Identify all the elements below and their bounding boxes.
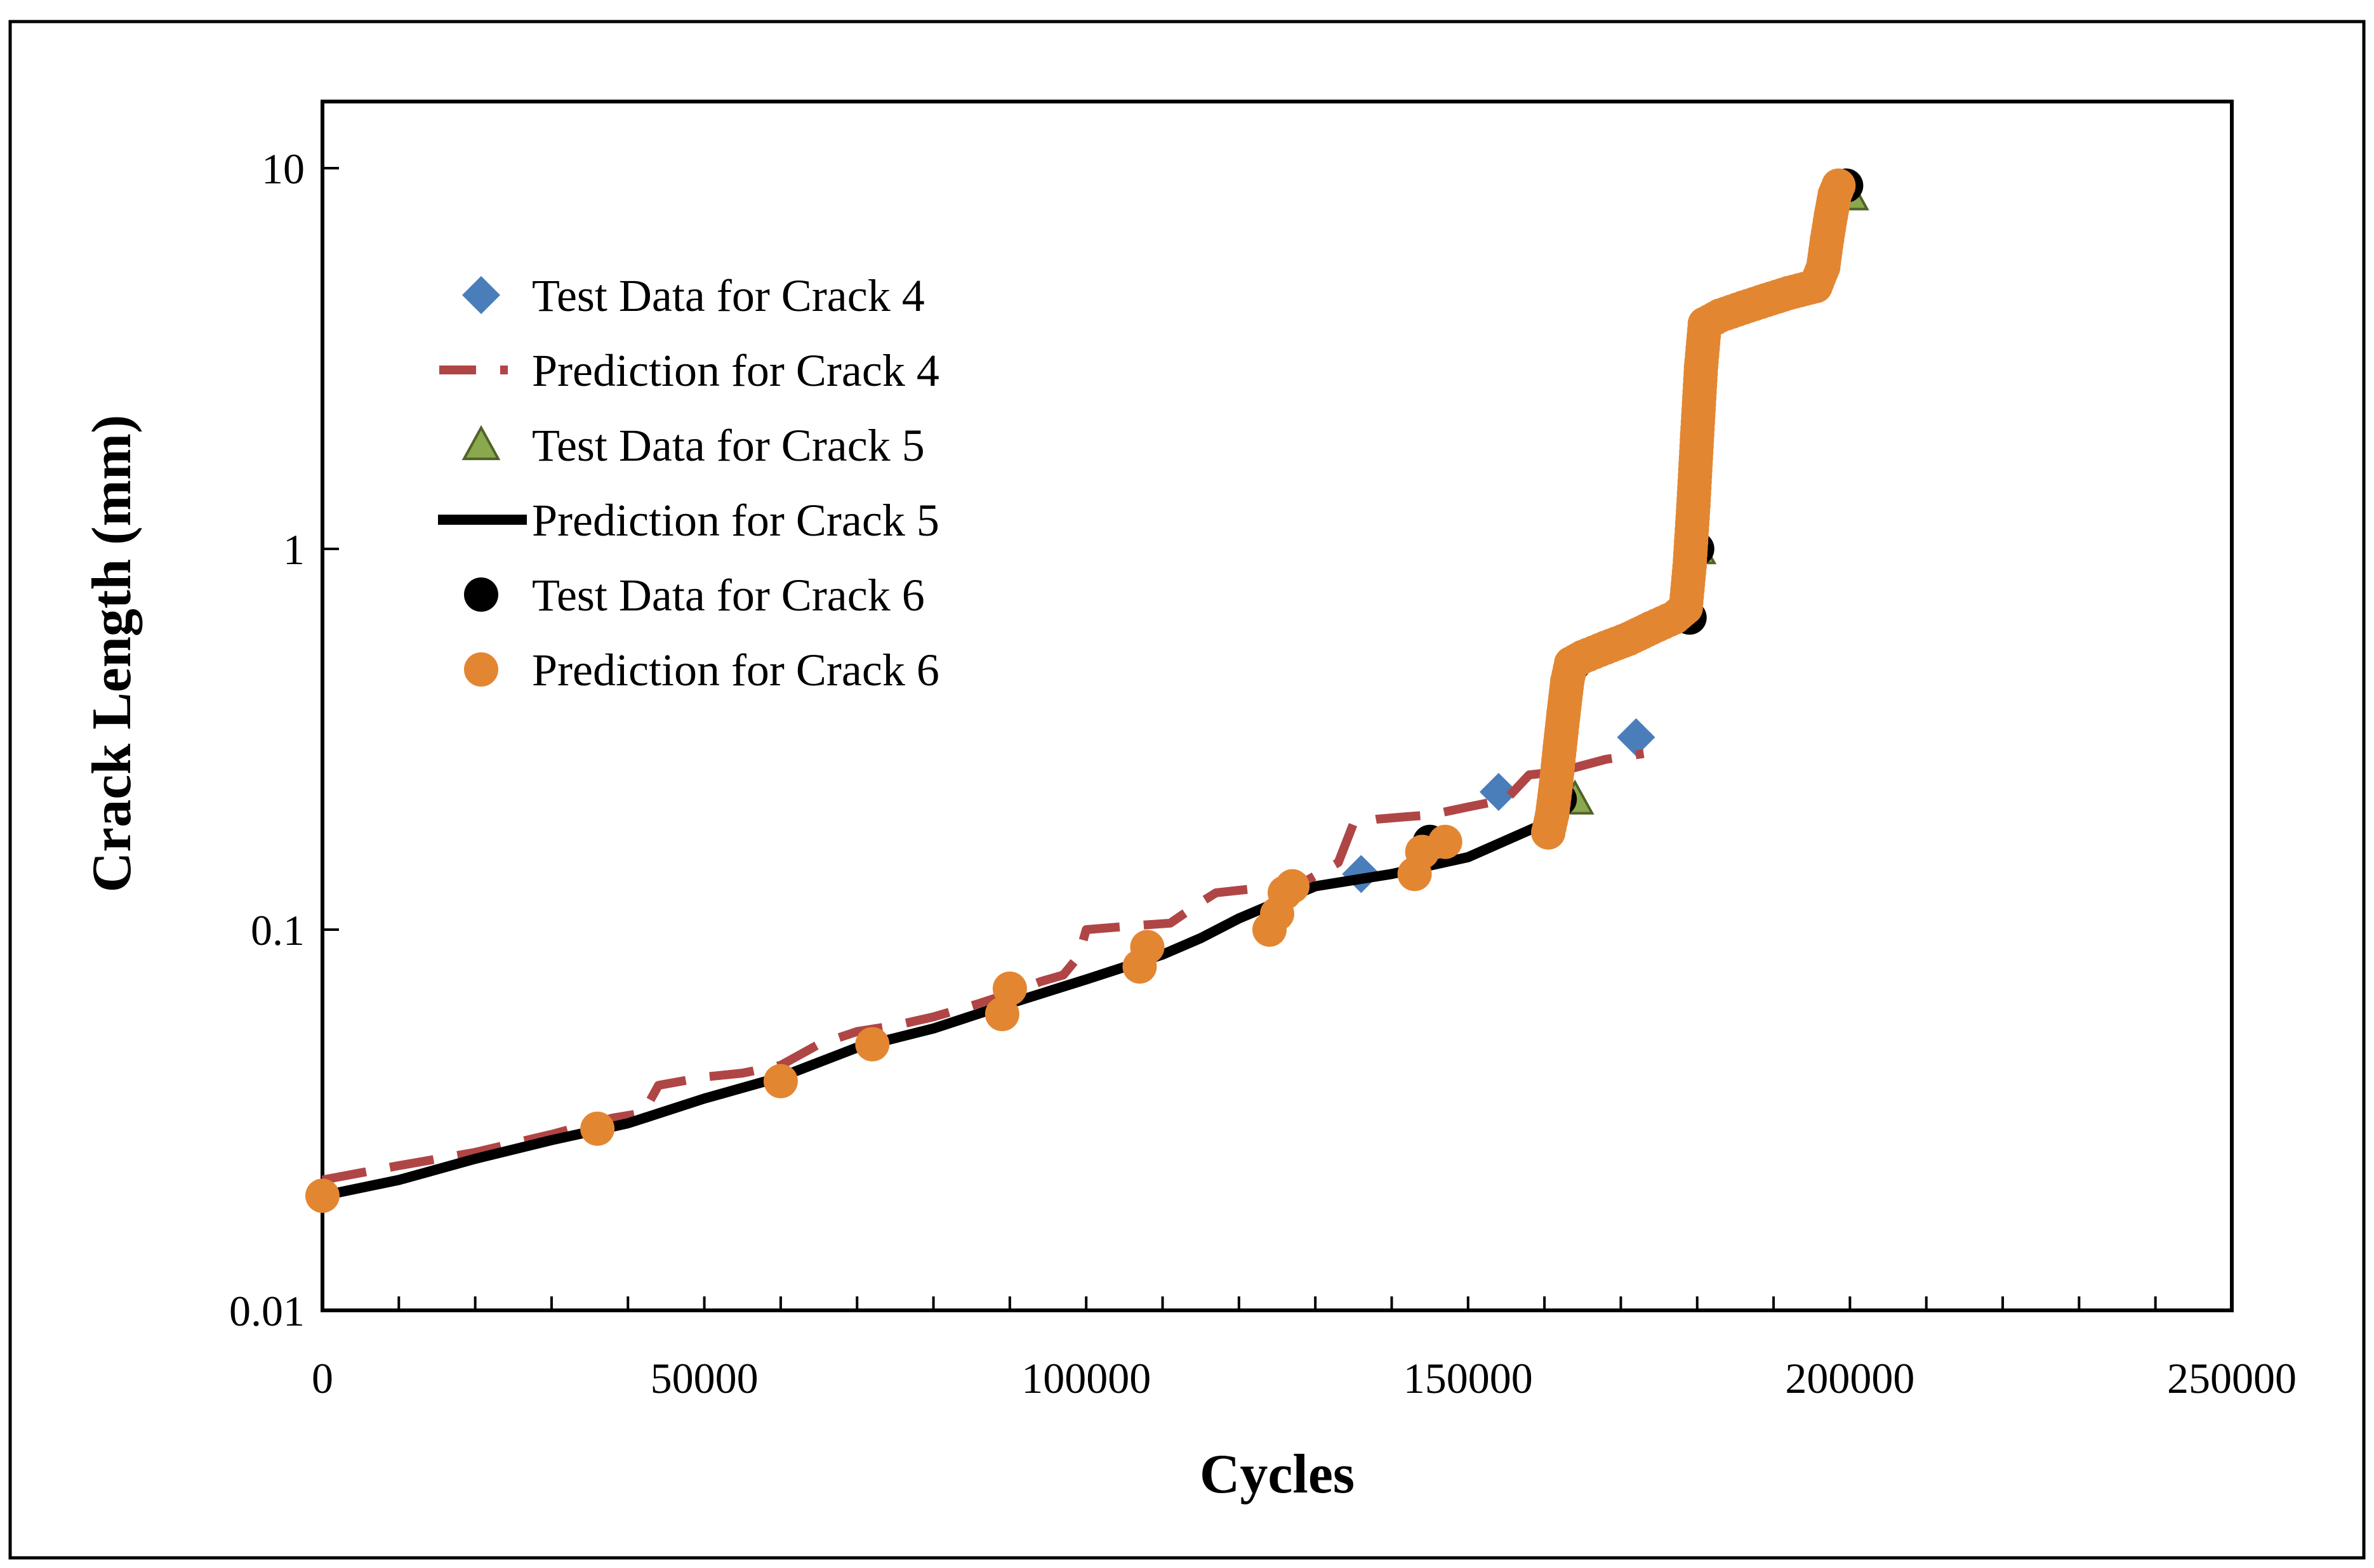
x-tick-label: 200000 (1785, 1354, 1914, 1402)
y-tick-labels: 0.01 0.1 1 10 (229, 145, 305, 1335)
legend-item: Prediction for Crack 6 (464, 645, 939, 695)
x-tick-label: 50000 (651, 1354, 759, 1402)
prediction-point-crack-6 (763, 1064, 798, 1098)
prediction-band-crack-6 (1531, 173, 1854, 850)
legend: Test Data for Crack 4 Prediction for Crac… (438, 270, 939, 695)
x-axis-title: Cycles (1200, 1444, 1355, 1505)
x-tick-label: 150000 (1403, 1354, 1533, 1402)
legend-swatch (461, 425, 501, 461)
legend-swatch (464, 577, 498, 612)
legend-item: Test Data for Crack 5 (461, 420, 925, 471)
y-tick-label: 0.1 (251, 906, 305, 954)
y-tick-label: 0.01 (229, 1287, 305, 1335)
legend-label: Prediction for Crack 4 (532, 345, 939, 396)
legend-label: Test Data for Crack 5 (532, 420, 925, 471)
series-layer (305, 168, 1869, 1213)
legend-label: Prediction for Crack 6 (532, 645, 939, 695)
legend-item: Test Data for Crack 6 (464, 570, 925, 621)
prediction-point-crack-6 (992, 971, 1027, 1006)
y-tick-label: 10 (262, 145, 305, 193)
legend-item: Prediction for Crack 4 (439, 345, 939, 396)
figure-border (8, 20, 2366, 1560)
prediction-point-crack-6 (580, 1111, 615, 1146)
prediction-point-crack-6 (1130, 930, 1165, 965)
x-tick-label: 0 (312, 1354, 333, 1402)
legend-item: Prediction for Crack 5 (438, 495, 939, 546)
prediction-point-crack-6 (855, 1027, 890, 1062)
legend-label: Test Data for Crack 6 (532, 570, 925, 621)
plot-area (321, 100, 2234, 1312)
y-axis-title: Crack Length (mm) (81, 415, 143, 893)
legend-swatch (464, 652, 498, 687)
x-tick-label: 250000 (2167, 1354, 2297, 1402)
legend-swatch (462, 276, 500, 314)
legend-item: Test Data for Crack 4 (462, 270, 925, 321)
legend-label: Test Data for Crack 4 (532, 270, 925, 321)
prediction-point-crack-6 (305, 1178, 340, 1213)
test-point-crack-4 (1617, 718, 1655, 756)
x-tick-labels: 0 50000 100000 150000 200000 250000 (312, 1354, 2297, 1402)
legend-label: Prediction for Crack 5 (532, 495, 939, 546)
axis-ticks (322, 167, 2157, 1312)
prediction-point-crack-6 (1275, 869, 1310, 904)
series-2 (321, 749, 1645, 1185)
prediction-line-crack-4 (321, 749, 1645, 1185)
prediction-band-dot (1819, 173, 1854, 208)
y-tick-label: 1 (283, 525, 305, 574)
prediction-point-crack-6 (1428, 824, 1462, 859)
x-tick-label: 100000 (1021, 1354, 1151, 1402)
test-point-crack-4 (1479, 772, 1518, 811)
